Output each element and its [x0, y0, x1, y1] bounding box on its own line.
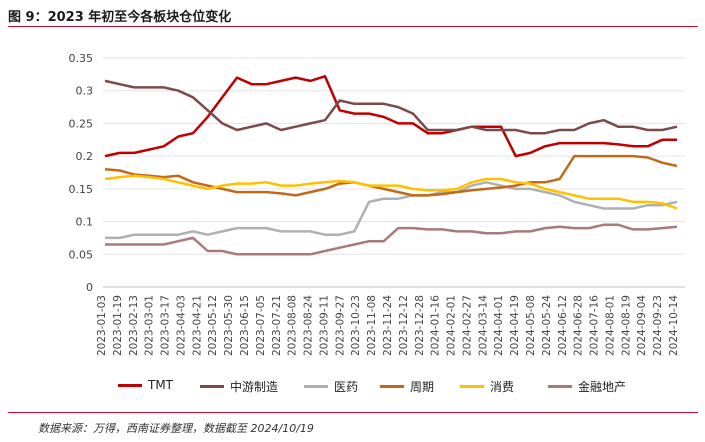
- x-tick-label: 2024-10-14: [668, 295, 680, 356]
- series-line-周期: [104, 154, 678, 197]
- legend-item: 金融地产: [548, 378, 626, 395]
- legend-label: 金融地产: [578, 380, 627, 394]
- x-tick-label: 2024-06-28: [573, 295, 585, 356]
- chart-legend: TMT 中游制造 医药 周期 消费 金融地产: [0, 378, 705, 398]
- legend-swatch: [380, 385, 404, 388]
- legend-swatch: [304, 385, 328, 388]
- y-tick-label: 0.3: [76, 85, 94, 98]
- series-line-金融地产: [105, 223, 678, 256]
- legend-item: 消费: [460, 378, 514, 395]
- x-tick-label: 2024-04-01: [493, 295, 505, 356]
- x-tick-label: 2024-08-01: [604, 295, 616, 356]
- legend-item: 医药: [304, 378, 358, 395]
- source-note: 数据来源：万得，西南证券整理，数据截至 2024/10/19: [38, 422, 314, 435]
- x-tick-label: 2024-01-16: [430, 295, 442, 356]
- y-axis-ticks: 0 0.05 0.1 0.15 0.2 0.25 0.3 0.35: [69, 52, 94, 294]
- y-gridlines: [103, 57, 685, 288]
- x-tick-label: 2023-07-21: [271, 295, 283, 356]
- x-tick-label: 2024-02-27: [461, 295, 473, 356]
- legend-swatch: [118, 383, 142, 387]
- legend-label: 消费: [490, 380, 515, 394]
- x-axis-ticks: 2023-01-03 2023-01-19 2023-02-13 2023-03-01…: [96, 295, 680, 356]
- x-tick-label: 2024-04-19: [509, 295, 521, 356]
- x-tick-label: 2024-03-14: [477, 295, 489, 356]
- legend-swatch: [200, 385, 224, 388]
- series-line-中游制造: [104, 79, 678, 135]
- legend-label: 医药: [334, 380, 359, 394]
- x-tick-label: 2023-07-05: [255, 295, 267, 356]
- legend-item: 中游制造: [200, 378, 278, 395]
- x-tick-label: 2023-05-12: [207, 295, 219, 356]
- series-line-医药: [105, 181, 678, 240]
- series-lines: [104, 75, 678, 256]
- legend-swatch: [548, 385, 572, 388]
- series-line-TMT: [104, 75, 677, 158]
- source-divider: [8, 412, 698, 413]
- x-tick-label: 2023-08-24: [303, 295, 315, 356]
- x-tick-label: 2024-06-12: [557, 295, 569, 356]
- x-tick-label: 2023-01-03: [96, 295, 108, 356]
- y-tick-label: 0.2: [76, 150, 94, 163]
- x-tick-label: 2023-03-01: [144, 295, 156, 356]
- x-tick-label: 2023-04-21: [191, 295, 203, 356]
- legend-label: 中游制造: [230, 380, 279, 394]
- y-tick-label: 0.1: [76, 216, 94, 229]
- chart-title: 图 9：2023 年初至今各板块仓位变化: [8, 10, 232, 25]
- legend-label: 周期: [410, 380, 435, 394]
- x-tick-label: 2024-05-24: [541, 295, 553, 356]
- series-line-消费: [104, 174, 678, 210]
- x-tick-label: 2024-07-16: [589, 295, 601, 356]
- x-tick-label: 2023-05-30: [223, 295, 235, 356]
- x-tick-label: 2023-09-27: [334, 295, 346, 356]
- x-tick-label: 2023-04-03: [175, 295, 187, 356]
- y-tick-label: 0: [86, 281, 93, 294]
- x-tick-label: 2024-08-19: [620, 295, 632, 356]
- legend-item: 周期: [380, 378, 434, 395]
- y-tick-label: 0.15: [69, 183, 94, 196]
- legend-swatch: [460, 385, 484, 388]
- y-tick-label: 0.05: [69, 248, 94, 261]
- legend-label: TMT: [148, 378, 174, 392]
- y-tick-label: 0.25: [69, 117, 94, 130]
- x-tick-label: 2023-10-23: [350, 295, 362, 356]
- title-divider: [8, 26, 698, 27]
- y-tick-label: 0.35: [69, 52, 94, 65]
- legend-item: TMT: [118, 378, 173, 392]
- x-tick-label: 2024-02-01: [446, 295, 458, 356]
- x-tick-label: 2023-12-28: [414, 295, 426, 356]
- x-tick-label: 2024-09-23: [652, 295, 664, 356]
- x-tick-label: 2023-08-08: [287, 295, 299, 356]
- x-tick-label: 2023-09-11: [318, 295, 330, 356]
- x-tick-label: 2023-06-15: [239, 295, 251, 356]
- x-tick-label: 2024-05-08: [525, 295, 537, 356]
- x-tick-label: 2024-09-04: [636, 295, 648, 356]
- x-tick-label: 2023-03-17: [160, 295, 172, 356]
- x-tick-label: 2023-12-12: [398, 295, 410, 356]
- x-tick-label: 2023-01-19: [112, 295, 124, 356]
- x-tick-label: 2023-11-24: [382, 295, 394, 356]
- x-tick-label: 2023-02-13: [128, 295, 140, 356]
- x-tick-label: 2023-11-08: [366, 295, 378, 356]
